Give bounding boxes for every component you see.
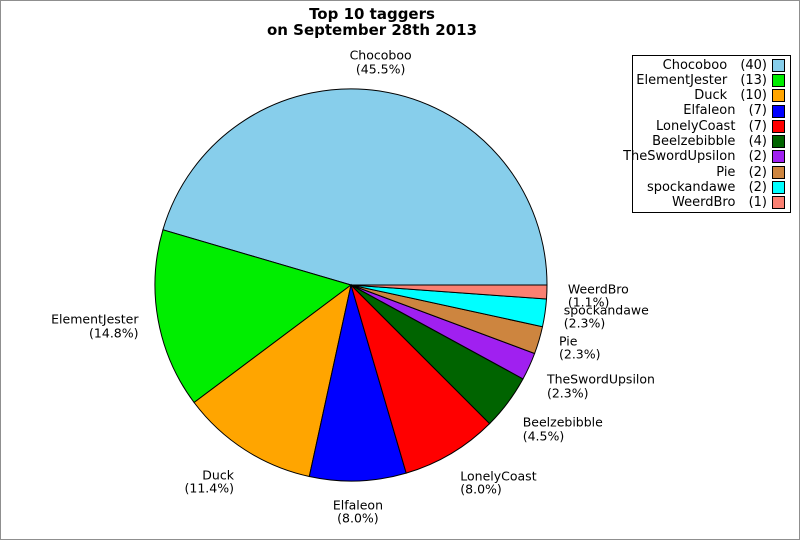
legend-count: (4) bbox=[748, 134, 767, 149]
legend-swatch-icon bbox=[772, 104, 785, 118]
legend-count: (1) bbox=[748, 195, 767, 211]
pie-slice-Elfaleon bbox=[308, 284, 407, 482]
legend-swatch-icon bbox=[772, 89, 785, 103]
legend-item: Elfaleon (7) bbox=[637, 103, 785, 118]
legend-label: Beelzebibble bbox=[652, 134, 736, 149]
legend-swatch-icon bbox=[772, 181, 785, 195]
legend-item: WeerdBro (1) bbox=[637, 195, 785, 210]
legend-label: ElementJester bbox=[636, 72, 728, 88]
legend-label: TheSwordUpsilon bbox=[623, 149, 736, 165]
legend-item: spockandawe (2) bbox=[637, 180, 785, 195]
legend-item: Chocoboo (40) bbox=[637, 58, 785, 73]
pie-slice-Chocoboo bbox=[162, 88, 548, 286]
legend-swatch-icon bbox=[772, 196, 785, 210]
chart-title-line-2: on September 28th 2013 bbox=[266, 21, 478, 39]
legend-item: TheSwordUpsilon (2) bbox=[623, 149, 785, 165]
pie-slice-ElementJester bbox=[154, 229, 353, 404]
legend-item: ElementJester (13) bbox=[636, 72, 785, 88]
legend-count: (2) bbox=[748, 164, 767, 180]
legend-swatch-icon bbox=[772, 150, 785, 164]
legend-item: Beelzebibble (4) bbox=[637, 134, 785, 149]
legend-label: Duck bbox=[694, 88, 728, 104]
legend-count: (13) bbox=[740, 72, 767, 88]
chart-title: Top 10 taggers on September 28th 2013 bbox=[1, 6, 743, 38]
legend-item: Duck (10) bbox=[637, 88, 785, 103]
legend-count: (40) bbox=[740, 57, 767, 73]
legend-label: Pie bbox=[716, 164, 736, 180]
legend-count: (10) bbox=[740, 88, 767, 104]
pie-slice-WeerdBro bbox=[350, 284, 548, 300]
legend-count: (2) bbox=[748, 149, 767, 165]
chart-title-line-1: Top 10 taggers bbox=[309, 5, 435, 23]
legend-label: Elfaleon bbox=[683, 103, 736, 119]
legend-swatch-icon bbox=[772, 135, 785, 149]
legend-label: Chocoboo bbox=[662, 57, 728, 73]
legend-count: (2) bbox=[748, 179, 767, 195]
legend-count: (7) bbox=[748, 103, 767, 119]
legend-item: LonelyCoast (7) bbox=[637, 119, 785, 134]
legend-swatch-icon bbox=[772, 119, 785, 133]
pie-slice-LonelyCoast bbox=[350, 284, 491, 474]
legend-swatch-icon bbox=[772, 73, 785, 87]
legend-label: LonelyCoast bbox=[656, 118, 736, 134]
legend-count: (7) bbox=[748, 118, 767, 134]
legend-swatch-icon bbox=[772, 58, 785, 72]
pie-slice-Duck bbox=[193, 283, 352, 478]
legend-label: WeerdBro bbox=[672, 195, 736, 211]
legend-item: Pie (2) bbox=[637, 165, 785, 180]
legend-swatch-icon bbox=[772, 165, 785, 179]
legend-label: spockandawe bbox=[646, 179, 736, 195]
legend: Chocoboo (40) ElementJester (13) Duck (10)… bbox=[623, 55, 791, 213]
